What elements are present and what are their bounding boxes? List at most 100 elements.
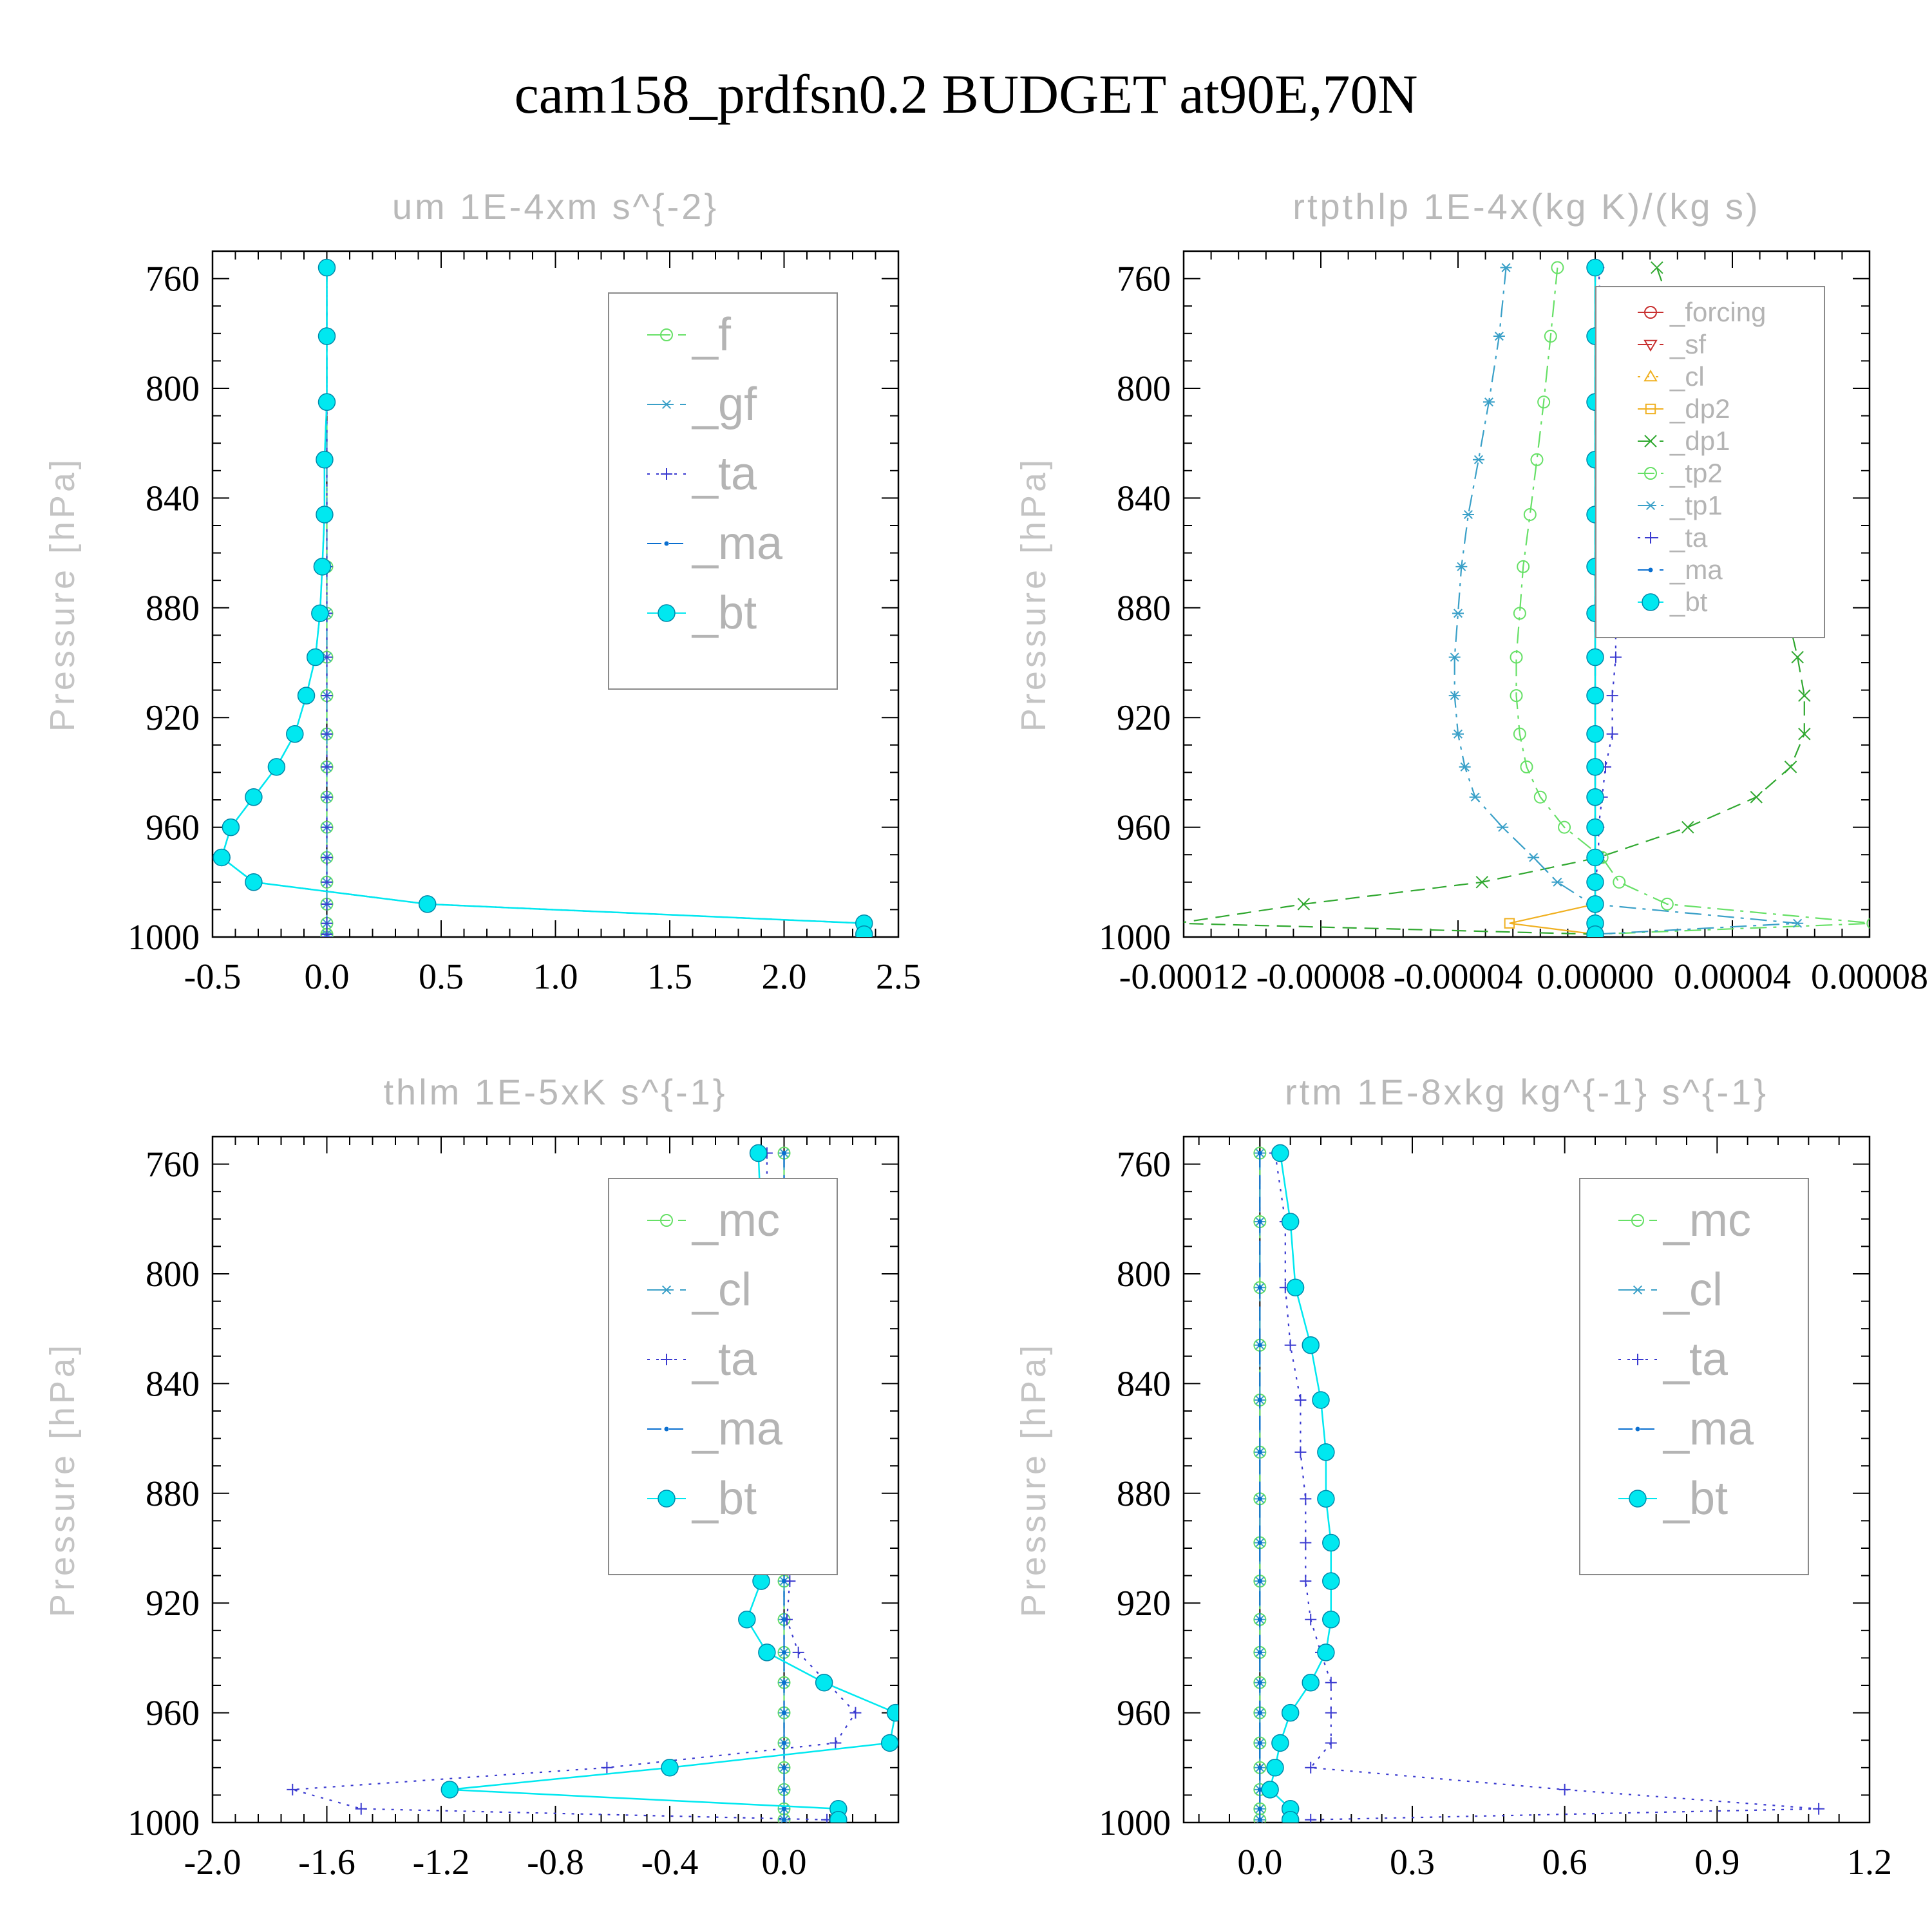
series-line-bt (220, 267, 866, 934)
data-point-ta (321, 761, 333, 773)
data-point-bt (1586, 873, 1604, 891)
data-point-tp2 (1517, 560, 1530, 573)
data-point-ma (782, 1617, 786, 1622)
data-point-tp1 (1448, 652, 1461, 662)
legend-label-ma: _ma (691, 1403, 783, 1455)
data-point-dp1 (1297, 898, 1311, 911)
plot-frame (1182, 1135, 1871, 1824)
y-tick-label: 960 (146, 808, 200, 848)
data-point-bt (297, 687, 316, 705)
data-point-ta (287, 1783, 299, 1795)
data-point-bt (1586, 758, 1604, 776)
legend-label-bt: _bt (1669, 587, 1708, 617)
y-tick-label: 840 (146, 478, 200, 518)
data-point-tp1 (1455, 562, 1468, 571)
data-point-bt (1586, 648, 1604, 667)
data-point-bt (1271, 1734, 1289, 1752)
data-point-ta (1294, 1394, 1307, 1406)
data-point-bt (661, 1759, 679, 1777)
data-point-ta (1606, 728, 1618, 740)
data-point-ta (601, 1761, 613, 1774)
x-tick-label: 0.0 (305, 957, 350, 997)
data-point-dp1 (1750, 791, 1763, 804)
data-point-dp2 (1504, 918, 1515, 929)
data-point-bt (1302, 1336, 1320, 1354)
data-point-ma (1257, 1397, 1262, 1403)
legend-marker-bt (658, 1490, 676, 1508)
x-tick-label: 0.5 (419, 957, 464, 997)
x-tick-label: 1.5 (647, 957, 692, 997)
y-axis-label: Pressure [hPa] (43, 457, 82, 732)
data-point-bt (1586, 848, 1604, 867)
data-point-bt (1317, 1443, 1335, 1461)
chart-panel-4: 760 800 840 880 920 960 1000 0.0 0.3 0.6 0.9 1.2 rtm… (1014, 1072, 1892, 1882)
legend-marker-ta (661, 1354, 672, 1365)
y-tick-label: 920 (146, 1584, 200, 1624)
x-tick-label: -0.4 (641, 1842, 699, 1882)
plot-frame (1182, 250, 1871, 938)
legend-label-ma: _ma (1662, 1403, 1754, 1455)
data-point-ma (782, 1806, 786, 1812)
legend-marker-ta (661, 468, 672, 480)
y-tick-label: 920 (146, 698, 200, 738)
data-point-bt (317, 258, 336, 277)
legend-box (1579, 1178, 1809, 1575)
x-tick-label: 0.3 (1390, 1842, 1435, 1882)
legend-marker-cl (1632, 1285, 1643, 1295)
series-group (213, 258, 873, 937)
data-point-ma (1257, 1817, 1262, 1823)
data-point-bt (1586, 725, 1604, 743)
data-point-bt (758, 1643, 776, 1662)
y-tick-label: 760 (146, 1145, 200, 1185)
series-line-bt (1269, 1153, 1332, 1820)
data-point-ma (1257, 1496, 1262, 1501)
legend-marker-dp1 (1644, 435, 1657, 448)
y-tick-label: 1000 (128, 918, 200, 958)
data-point-dp1 (1784, 761, 1797, 773)
y-tick-label: 880 (146, 589, 200, 629)
legend-label-tp2: _tp2 (1669, 458, 1723, 488)
legend-marker-bt (1629, 1490, 1647, 1508)
y-tick-label: 800 (1117, 369, 1171, 409)
y-tick-label: 960 (1117, 1694, 1171, 1734)
data-point-ta (1305, 1761, 1317, 1774)
data-point-dp1 (1171, 918, 1182, 929)
data-point-ma (1257, 1710, 1262, 1716)
data-point-ma (1257, 1343, 1262, 1348)
data-point-bt (1322, 1572, 1340, 1590)
data-point-tp1 (1493, 332, 1505, 341)
data-point-dp1 (1651, 261, 1663, 274)
data-point-bt (1271, 1144, 1289, 1162)
y-tick-label: 960 (1117, 808, 1171, 848)
data-point-bt (815, 1673, 833, 1692)
data-point-ta (1300, 1575, 1312, 1587)
y-axis-label: Pressure [hPa] (1014, 1342, 1053, 1617)
data-point-tp1 (1528, 853, 1540, 862)
data-point-bt (1261, 1781, 1279, 1799)
x-tick-label: -0.00004 (1394, 957, 1523, 997)
legend-marker-tp1 (1645, 500, 1656, 511)
data-point-bt (880, 1734, 898, 1752)
y-tick-label: 880 (1117, 1474, 1171, 1514)
x-tick-label: 0.0 (1237, 1842, 1282, 1882)
data-point-bt (1586, 788, 1604, 806)
data-point-ta (829, 1737, 842, 1749)
legend-marker-tp2 (1644, 467, 1657, 480)
y-tick-label: 760 (1117, 260, 1171, 299)
x-tick-label: 0.00004 (1674, 957, 1791, 997)
legend-marker-ma (1648, 567, 1653, 573)
x-tick-label: 0.0 (762, 1842, 807, 1882)
legend-label-gf: _gf (691, 379, 757, 430)
legend-label-ta: _ta (1669, 522, 1708, 553)
legend-label-ta: _ta (1662, 1334, 1728, 1385)
legend-marker-cl (1643, 370, 1658, 382)
data-point-bt (1281, 1213, 1300, 1231)
data-point-ma (1257, 1578, 1262, 1584)
data-point-dp1 (1798, 689, 1811, 702)
x-tick-label: -2.0 (184, 1842, 242, 1882)
data-point-ta (1609, 651, 1622, 663)
data-point-tp1 (1452, 729, 1464, 739)
data-point-ta (1558, 1783, 1571, 1795)
legend-label-mc: _mc (691, 1195, 780, 1246)
y-tick-label: 1000 (1099, 918, 1171, 958)
